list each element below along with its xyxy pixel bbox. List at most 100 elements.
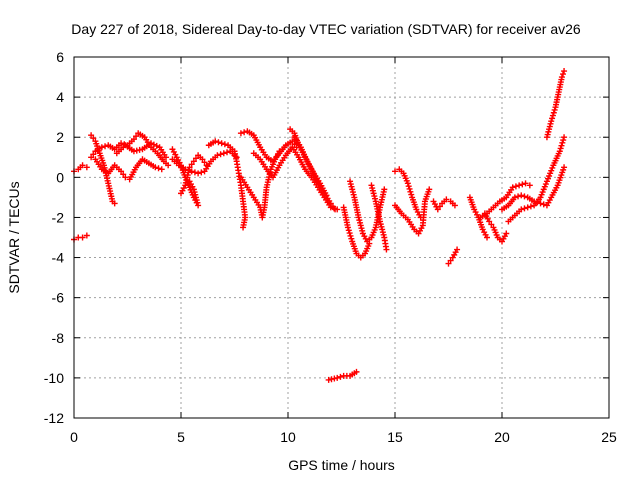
data-point [327, 200, 334, 207]
data-point [484, 234, 491, 241]
data-point [345, 227, 352, 234]
data-point [381, 186, 388, 193]
data-point [241, 129, 248, 136]
data-point [503, 230, 510, 237]
data-point [346, 230, 353, 237]
series-track-i [178, 152, 210, 197]
data-point [443, 196, 450, 203]
data-point [526, 182, 533, 189]
x-tick-label: 20 [494, 429, 510, 445]
series-track-p [325, 368, 360, 383]
series-track-z [477, 180, 533, 221]
data-point [240, 224, 247, 231]
data-point [486, 218, 493, 225]
data-point [152, 164, 159, 171]
series-track-q [340, 204, 373, 261]
plot-frame [73, 56, 610, 419]
data-point [512, 183, 519, 190]
data-point [560, 137, 567, 144]
y-tick-label: -12 [44, 410, 64, 426]
data-point [348, 235, 355, 242]
data-point [522, 180, 529, 187]
data-point [276, 148, 283, 155]
data-point [163, 154, 170, 161]
data-point [79, 162, 86, 169]
data-point [120, 171, 127, 178]
data-point [186, 164, 193, 171]
data-point [215, 139, 222, 146]
data-point [158, 166, 165, 173]
series-track-e [92, 156, 165, 183]
data-point [524, 204, 531, 211]
data-point [561, 164, 568, 171]
series-track-y [481, 210, 510, 245]
data-point [518, 192, 525, 199]
y-tick-label: 4 [56, 89, 64, 105]
data-point [83, 232, 90, 239]
data-point [289, 138, 296, 145]
data-point [191, 169, 198, 176]
series-track-k [237, 128, 300, 165]
data-point [406, 185, 413, 192]
series-track-f [113, 140, 170, 161]
grid-layer [74, 57, 609, 418]
data-point [408, 191, 415, 198]
data-point [329, 203, 336, 210]
data-point [549, 112, 556, 119]
x-tick-label: 5 [177, 429, 185, 445]
data-point [165, 162, 172, 169]
series-track-a [71, 162, 90, 175]
y-tick-label: -6 [52, 290, 65, 306]
data-point [558, 74, 565, 81]
data-point [118, 168, 125, 175]
data-point [323, 192, 330, 199]
data-point [90, 151, 97, 158]
y-tick-label: 0 [56, 169, 64, 185]
data-point [190, 158, 197, 165]
series-track-aa [499, 164, 568, 213]
data-point [417, 214, 424, 221]
data-point [83, 164, 90, 171]
data-point [237, 130, 244, 137]
data-point [337, 373, 344, 380]
data-point [98, 144, 105, 151]
data-point [518, 206, 525, 213]
data-point [551, 106, 558, 113]
data-point [218, 140, 225, 147]
chart-title: Day 227 of 2018, Sidereal Day-to-day VTE… [71, 21, 581, 37]
series-track-ac [543, 68, 568, 141]
data-point [121, 141, 128, 148]
data-point [353, 368, 360, 375]
series-track-o [291, 134, 330, 199]
data-point [521, 193, 528, 200]
data-point [188, 161, 195, 168]
data-point [203, 162, 210, 169]
data-point [436, 203, 443, 210]
data-point [118, 140, 125, 147]
series-track-v [430, 196, 458, 213]
data-point [334, 374, 341, 381]
data-point [516, 182, 523, 189]
y-tick-label: -10 [44, 370, 64, 386]
data-point [332, 206, 339, 213]
data-point [221, 141, 228, 148]
data-point [224, 149, 231, 156]
data-point [155, 165, 162, 172]
data-point [405, 183, 412, 190]
data-point [214, 152, 221, 159]
data-point [454, 246, 461, 253]
data-point [561, 134, 568, 141]
data-point [122, 174, 129, 181]
data-point [549, 115, 556, 122]
y-tick-label: -2 [52, 209, 65, 225]
data-point [383, 246, 390, 253]
data-point [548, 118, 555, 125]
data-point [186, 178, 193, 185]
data-point [153, 142, 160, 149]
data-points-layer [71, 68, 568, 383]
series-track-u [392, 166, 424, 221]
data-point [192, 155, 199, 162]
series-track-d [88, 130, 172, 169]
data-point [217, 151, 224, 158]
data-point [90, 135, 97, 142]
